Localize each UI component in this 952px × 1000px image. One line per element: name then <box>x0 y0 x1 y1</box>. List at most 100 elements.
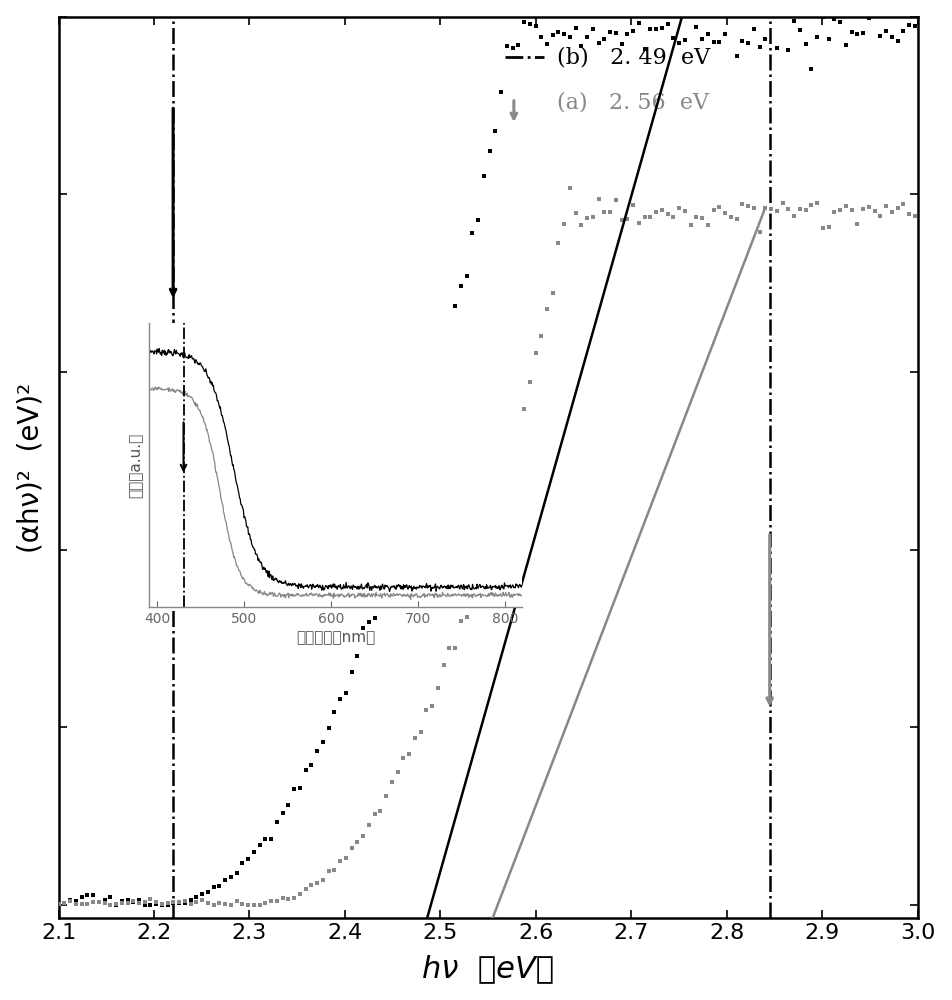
Point <box>114 895 129 911</box>
Point <box>206 879 221 895</box>
Point <box>258 895 273 911</box>
Point <box>614 36 629 52</box>
Point <box>327 704 342 720</box>
Point <box>229 865 245 881</box>
Point <box>781 201 796 217</box>
Point <box>287 781 302 797</box>
Point <box>338 850 353 866</box>
Point <box>758 31 773 47</box>
Point <box>821 31 836 47</box>
Point <box>349 648 365 664</box>
Point <box>809 195 824 211</box>
Point <box>528 345 544 361</box>
Point <box>212 895 228 911</box>
Point <box>321 863 336 879</box>
Point <box>177 895 192 911</box>
Point <box>57 895 72 911</box>
Point <box>275 890 290 906</box>
Point <box>798 202 813 218</box>
Point <box>436 361 451 377</box>
Point <box>247 844 262 860</box>
Point <box>683 217 698 233</box>
Point <box>407 730 423 746</box>
Point <box>654 20 669 36</box>
Point <box>741 198 756 214</box>
Point <box>815 220 830 236</box>
Point <box>665 209 681 225</box>
Point <box>637 41 652 57</box>
Point <box>482 143 497 159</box>
Point <box>487 123 503 139</box>
Point <box>493 487 508 503</box>
Point <box>137 894 152 910</box>
Point <box>385 545 400 561</box>
Point <box>160 897 175 913</box>
Point <box>287 890 302 906</box>
Point <box>563 180 578 196</box>
Point <box>631 215 646 231</box>
Point <box>97 892 112 908</box>
Point <box>379 788 394 804</box>
Point <box>470 212 486 228</box>
Point <box>292 780 307 796</box>
Point <box>505 40 520 56</box>
Point <box>188 889 204 905</box>
Point <box>896 196 911 212</box>
Point <box>499 463 514 479</box>
Point <box>522 16 537 32</box>
Point <box>281 797 296 813</box>
Point <box>729 48 744 64</box>
Point <box>459 268 474 284</box>
Point <box>706 202 722 218</box>
Point <box>154 897 169 913</box>
Point <box>843 24 859 40</box>
Point <box>516 14 531 30</box>
Point <box>430 386 446 402</box>
Point <box>856 25 871 41</box>
Point <box>332 853 347 869</box>
Point <box>183 892 198 908</box>
Point <box>585 209 601 225</box>
Point <box>832 14 847 30</box>
Point <box>625 197 641 213</box>
Point <box>603 24 618 40</box>
Point <box>608 192 624 208</box>
Point <box>63 892 78 908</box>
Point <box>252 897 268 913</box>
Point <box>505 445 520 461</box>
Point <box>269 814 285 830</box>
Point <box>545 285 561 301</box>
Point <box>551 24 566 40</box>
Point <box>126 893 141 909</box>
Point <box>838 198 853 214</box>
Point <box>332 691 347 707</box>
Point <box>344 840 359 856</box>
Point <box>712 199 727 215</box>
Point <box>718 26 733 42</box>
Point <box>510 406 526 422</box>
Point <box>614 212 629 228</box>
Point <box>803 197 819 213</box>
Point <box>826 204 842 220</box>
Point <box>315 872 330 888</box>
Point <box>879 198 894 214</box>
Point <box>551 235 566 251</box>
Point <box>884 204 900 220</box>
Point <box>867 4 883 20</box>
Point <box>764 8 779 24</box>
Point <box>442 336 457 352</box>
Point <box>74 896 89 912</box>
Point <box>568 20 584 36</box>
Point <box>171 895 187 911</box>
Point <box>413 724 428 740</box>
Point <box>557 216 572 232</box>
Point <box>379 564 394 580</box>
Point <box>367 806 382 822</box>
Point <box>402 476 417 492</box>
Point <box>396 750 411 766</box>
Point <box>563 29 578 45</box>
Point <box>419 702 434 718</box>
Point <box>183 896 198 912</box>
Point <box>97 895 112 911</box>
Point <box>718 205 733 221</box>
